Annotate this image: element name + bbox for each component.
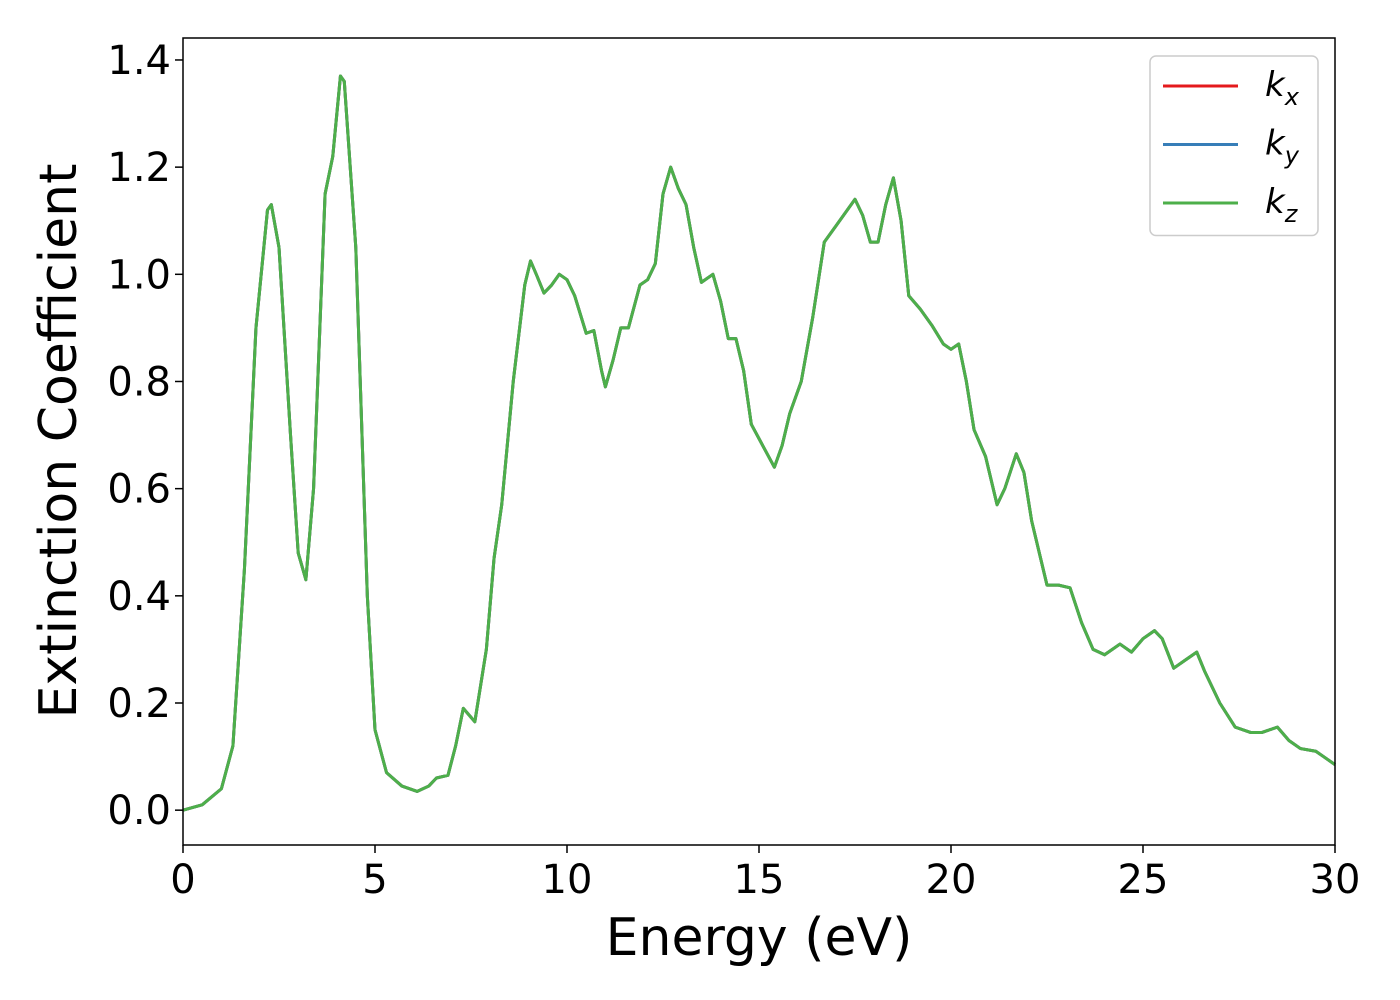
x-tick-label: 15 bbox=[734, 857, 785, 903]
series-line bbox=[182, 74, 1336, 812]
x-tick-label: 10 bbox=[542, 857, 593, 903]
x-axis-label: Energy (eV) bbox=[606, 908, 913, 968]
y-tick-label: 0.0 bbox=[107, 788, 171, 834]
x-tick-label: 20 bbox=[926, 857, 977, 903]
y-tick-label: 1.2 bbox=[107, 145, 171, 191]
legend-label: ky bbox=[1265, 124, 1300, 170]
y-tick-label: 0.4 bbox=[107, 574, 171, 620]
y-axis-label: Extinction Coefficient bbox=[29, 164, 89, 719]
y-tick-label: 0.6 bbox=[107, 467, 171, 513]
legend-label: kx bbox=[1265, 65, 1300, 111]
x-tick-label: 0 bbox=[170, 857, 195, 903]
y-tick-label: 1.0 bbox=[107, 252, 171, 298]
y-tick-label: 0.2 bbox=[107, 681, 171, 727]
legend-label: kz bbox=[1265, 182, 1299, 228]
y-tick-label: 0.8 bbox=[107, 359, 171, 405]
x-tick-label: 25 bbox=[1118, 857, 1169, 903]
x-tick-label: 30 bbox=[1310, 857, 1361, 903]
plot-frame bbox=[182, 37, 1336, 846]
x-tick-label: 5 bbox=[362, 857, 387, 903]
y-tick-label: 1.4 bbox=[107, 38, 171, 84]
